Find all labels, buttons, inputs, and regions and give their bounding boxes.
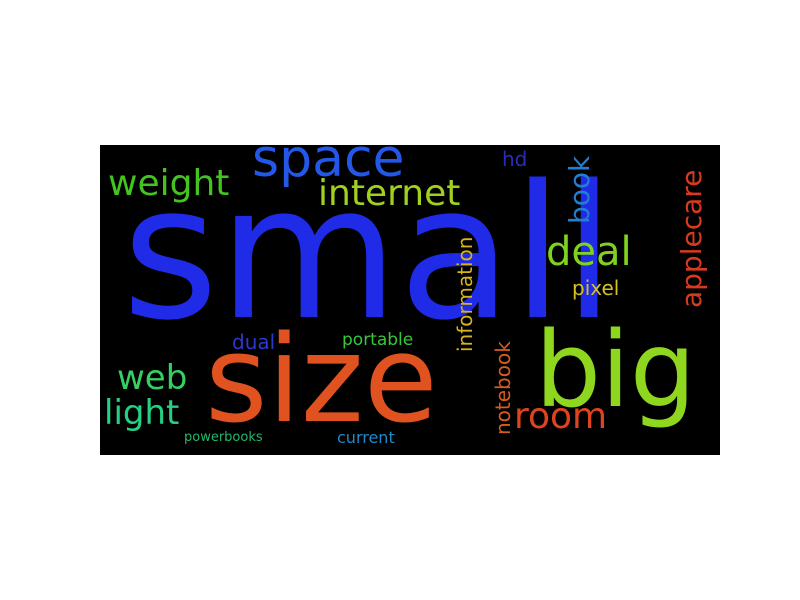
- word-current: current: [337, 428, 395, 447]
- word-small: small: [122, 145, 615, 361]
- word-size: size: [205, 311, 438, 450]
- word-information: information: [453, 236, 477, 352]
- word-cloud: small size big space weight internet dea…: [100, 145, 720, 455]
- word-light: light: [104, 393, 180, 433]
- word-big: big: [535, 309, 696, 431]
- word-dual: dual: [232, 330, 276, 354]
- word-weight: weight: [108, 163, 230, 204]
- word-portable: portable: [342, 330, 414, 350]
- word-pixel: pixel: [572, 276, 620, 300]
- word-applecare: applecare: [675, 169, 708, 308]
- word-web: web: [117, 358, 188, 398]
- word-deal: deal: [546, 229, 632, 275]
- word-internet: internet: [318, 173, 461, 214]
- word-notebook: notebook: [491, 341, 515, 435]
- word-book: book: [563, 155, 596, 224]
- word-hd: hd: [502, 147, 528, 171]
- word-space: space: [252, 145, 405, 189]
- word-room: room: [514, 396, 608, 437]
- word-powerbooks: powerbooks: [184, 430, 263, 445]
